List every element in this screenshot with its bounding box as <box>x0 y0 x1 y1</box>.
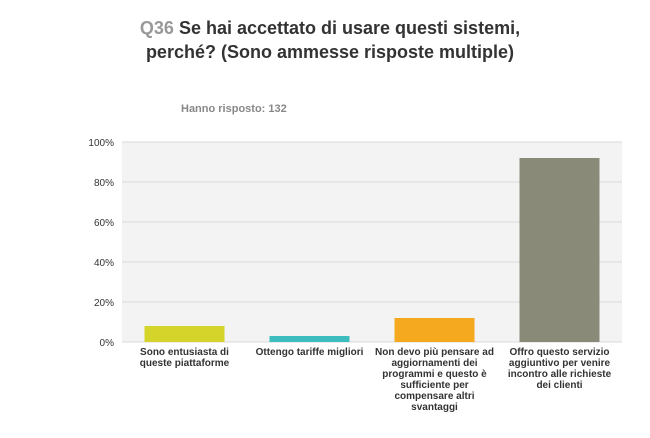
y-tick-label: 100% <box>88 138 114 149</box>
y-tick-label: 0% <box>100 338 115 349</box>
x-category-label: Sono entusiasta di queste piattaforme <box>139 347 230 369</box>
x-category-label: Offro questo servizio aggiuntivo per ven… <box>507 347 612 391</box>
bar <box>144 326 225 342</box>
bar <box>269 336 350 342</box>
respondent-count: Hanno risposto: 132 <box>181 103 287 115</box>
chart-title: Q36 Se hai accettato di usare questi sis… <box>110 16 550 64</box>
x-category-label: Non devo più pensare ad aggiornamenti de… <box>375 347 494 413</box>
y-tick-label: 20% <box>94 298 114 309</box>
question-number: Q36 <box>139 18 174 38</box>
x-category-label: Ottengo tariffe migliori <box>255 347 364 358</box>
bars <box>144 158 600 342</box>
y-axis-ticks: 0% 20% 40% 60% 80% 100% <box>88 138 114 349</box>
y-tick-label: 80% <box>94 178 114 189</box>
y-tick-label: 40% <box>94 258 114 269</box>
y-tick-label: 60% <box>94 218 114 229</box>
question-text: Se hai accettato di usare questi sistemi… <box>145 18 521 62</box>
bar <box>394 318 475 342</box>
bar <box>519 158 600 342</box>
